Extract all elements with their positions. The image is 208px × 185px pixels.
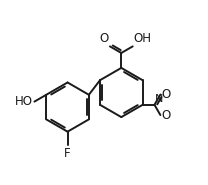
Text: O: O bbox=[161, 109, 171, 122]
Text: OH: OH bbox=[134, 32, 152, 45]
Text: F: F bbox=[64, 147, 71, 160]
Text: O: O bbox=[99, 33, 109, 46]
Text: HO: HO bbox=[15, 95, 33, 108]
Text: N: N bbox=[155, 94, 163, 104]
Text: O: O bbox=[161, 88, 171, 101]
